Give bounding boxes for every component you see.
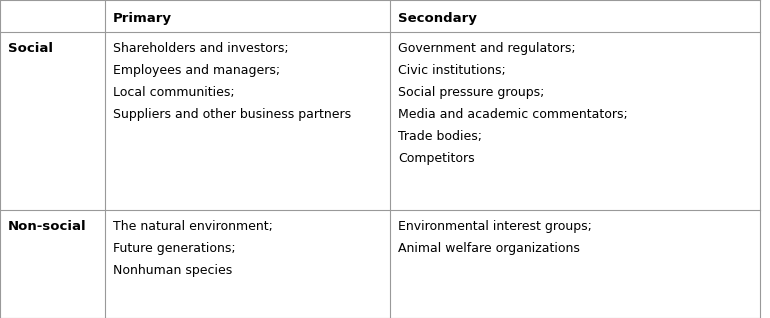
Text: Local communities;: Local communities; [113, 86, 235, 99]
Text: Trade bodies;: Trade bodies; [398, 130, 482, 143]
Text: Competitors: Competitors [398, 152, 474, 165]
Text: Suppliers and other business partners: Suppliers and other business partners [113, 108, 351, 121]
Text: Non-social: Non-social [8, 220, 86, 233]
Text: Media and academic commentators;: Media and academic commentators; [398, 108, 628, 121]
Text: Employees and managers;: Employees and managers; [113, 64, 280, 77]
Text: Secondary: Secondary [398, 12, 477, 25]
Text: Government and regulators;: Government and regulators; [398, 42, 576, 55]
Text: Animal welfare organizations: Animal welfare organizations [398, 242, 580, 255]
Text: Primary: Primary [113, 12, 172, 25]
Text: Social pressure groups;: Social pressure groups; [398, 86, 544, 99]
Text: Social: Social [8, 42, 53, 55]
Text: The natural environment;: The natural environment; [113, 220, 273, 233]
Text: Future generations;: Future generations; [113, 242, 236, 255]
Text: Civic institutions;: Civic institutions; [398, 64, 506, 77]
Text: Environmental interest groups;: Environmental interest groups; [398, 220, 592, 233]
Text: Nonhuman species: Nonhuman species [113, 264, 233, 277]
Text: Shareholders and investors;: Shareholders and investors; [113, 42, 289, 55]
